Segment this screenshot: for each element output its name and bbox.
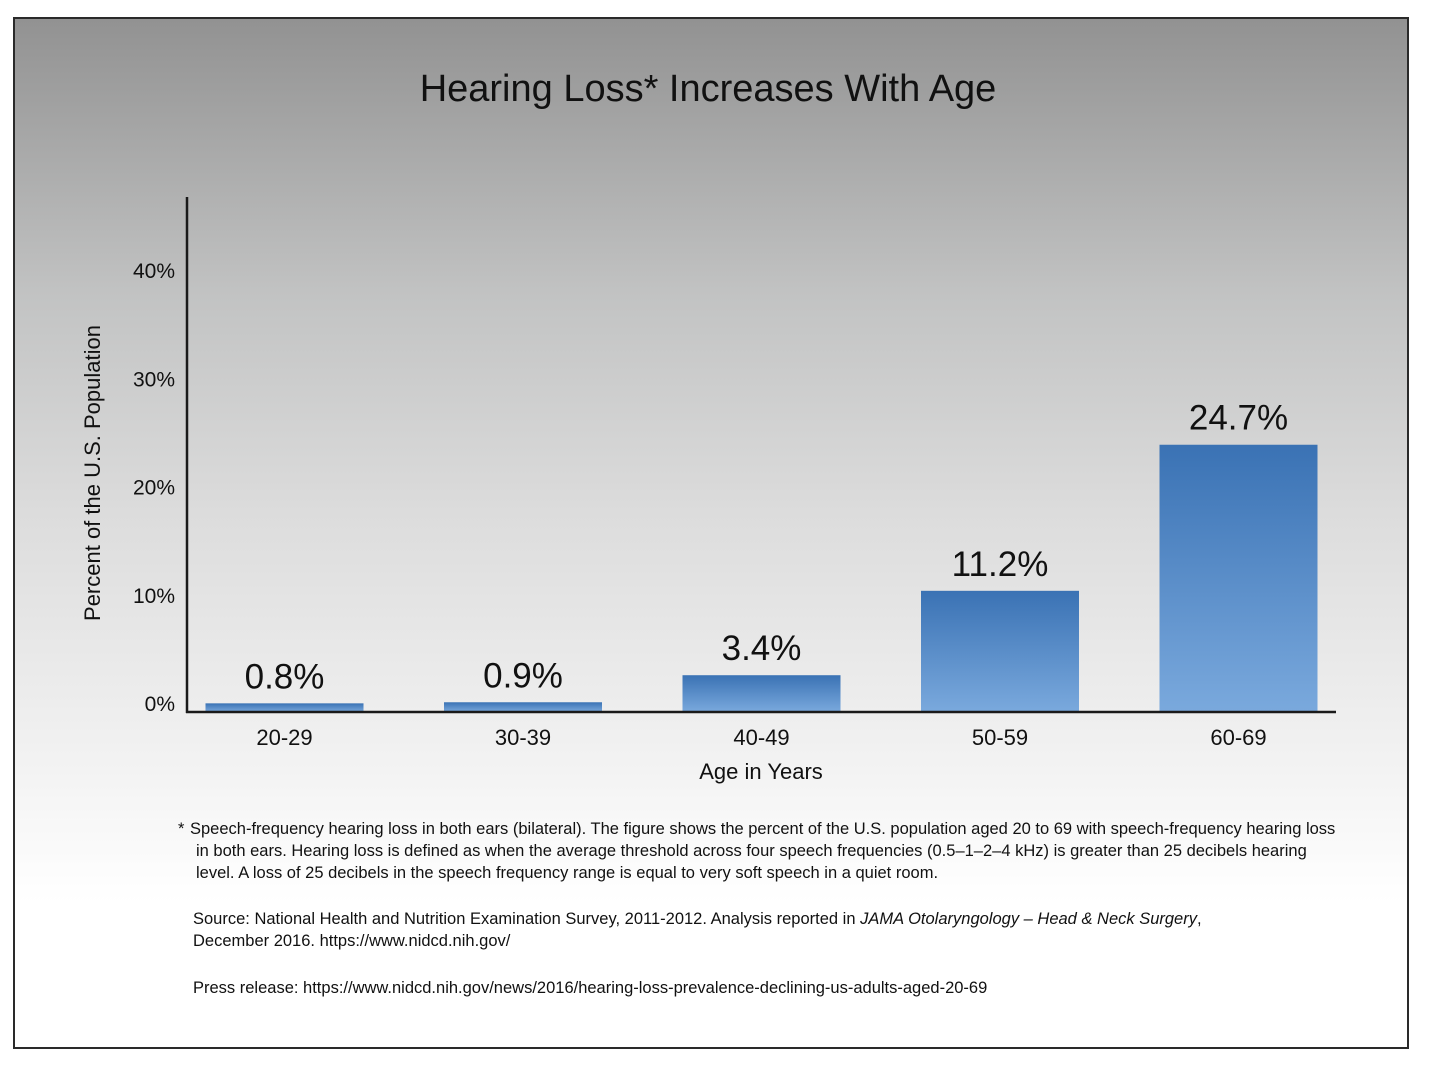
y-tick-label: 40% (133, 260, 175, 283)
bar-50-59 (921, 590, 1079, 712)
y-tick-label: 10% (133, 585, 175, 608)
data-label-60-69: 24.7% (1189, 399, 1288, 438)
bar-40-49 (682, 675, 841, 712)
x-tick-label-20-29: 20-29 (256, 725, 312, 750)
source-note: Source: National Health and Nutrition Ex… (193, 908, 1368, 952)
data-label-20-29: 0.8% (245, 657, 325, 696)
y-axis-ticks: 0% 10% 20% 30% 40% (133, 260, 175, 716)
x-axis-label: Age in Years (699, 759, 823, 784)
x-tick-label-50-59: 50-59 (972, 725, 1028, 750)
source-line2: December 2016. https://www.nidcd.nih.gov… (193, 932, 511, 950)
chart-title: Hearing Loss* Increases With Age (420, 68, 997, 110)
bar-20-29 (205, 703, 364, 712)
y-axis-label: Percent of the U.S. Population (80, 325, 105, 621)
source-prefix: Source: National Health and Nutrition Ex… (193, 910, 861, 928)
bars-group (205, 444, 1318, 712)
footnote-star: * (178, 820, 185, 838)
data-label-30-39: 0.9% (483, 656, 563, 695)
data-label-50-59: 11.2% (952, 545, 1049, 584)
y-tick-label: 20% (133, 477, 175, 500)
data-label-40-49: 3.4% (722, 629, 802, 668)
footnote-text: Speech-frequency hearing loss in both ea… (190, 820, 1336, 882)
bar-30-39 (444, 702, 602, 712)
data-labels-group: 0.8% 0.9% 3.4% 11.2% 24.7% (245, 399, 1289, 697)
notes-block: * Speech-frequency hearing loss in both e… (178, 818, 1368, 999)
x-tick-label-30-39: 30-39 (495, 725, 551, 750)
x-axis-categories: 20-29 30-39 40-49 50-59 60-69 (256, 725, 1266, 750)
y-tick-label: 0% (145, 693, 175, 716)
bar-60-69 (1159, 444, 1318, 712)
footnote: * Speech-frequency hearing loss in both e… (178, 818, 1368, 884)
press-release-note: Press release: https://www.nidcd.nih.gov… (193, 979, 988, 997)
x-tick-label-40-49: 40-49 (733, 725, 789, 750)
y-tick-label: 30% (133, 368, 175, 391)
source-suffix: , (1196, 910, 1202, 928)
source-journal: JAMA Otolaryngology – Head & Neck Surger… (860, 910, 1197, 928)
x-tick-label-60-69: 60-69 (1210, 725, 1266, 750)
